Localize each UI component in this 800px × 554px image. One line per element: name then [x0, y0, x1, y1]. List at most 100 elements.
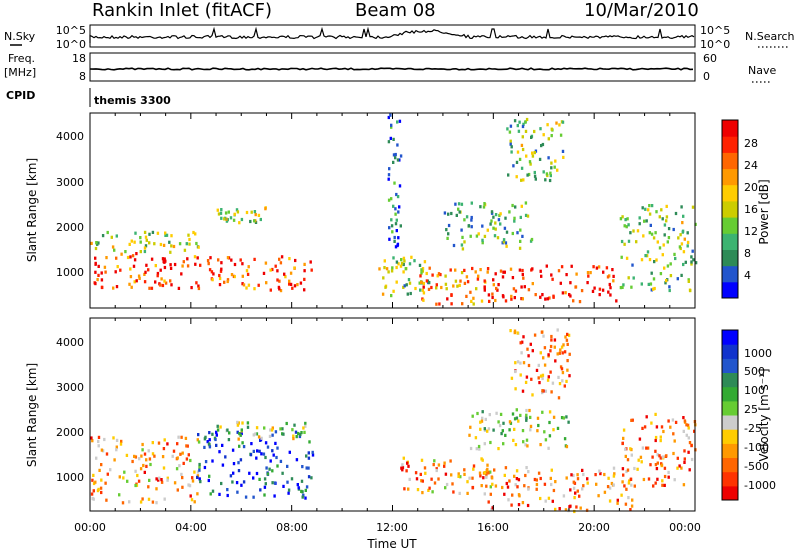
powerBar-swatch [722, 136, 738, 153]
velCells-cell [304, 421, 307, 425]
velCells-cell [663, 474, 667, 479]
velCells-cell [423, 466, 427, 470]
powerCells-cell [135, 252, 138, 256]
xtick-5: 20:00 [578, 521, 610, 534]
powerCells-cell [593, 286, 596, 290]
velCells-cell [179, 452, 182, 456]
velBar-swatch [722, 400, 738, 416]
powerCells-cell [246, 272, 250, 276]
powerCells-cell [247, 283, 251, 287]
velCells-cell [219, 425, 222, 429]
velCells-cell [530, 377, 533, 381]
powerCells-cell [115, 285, 119, 289]
powerCells-cell [689, 289, 692, 293]
velCells-cell [189, 494, 192, 498]
velCells-cell [229, 474, 233, 478]
velCells-cell [450, 473, 453, 477]
powerCells-cell [400, 258, 403, 262]
powerCells-cell [130, 239, 133, 243]
powerCells-cell [396, 195, 400, 199]
powerCells-cell [502, 270, 505, 274]
velCells-cell [525, 375, 529, 379]
powerCells-cell [288, 282, 291, 286]
nsky-curve [89, 26, 695, 43]
powerBar-swatch [722, 249, 738, 267]
velCells-cell [273, 481, 277, 485]
powerCells-cell [665, 204, 668, 208]
velCells-cell [153, 454, 156, 458]
powerCells-cell [428, 266, 431, 270]
velCells-cell [481, 416, 484, 420]
powerCells-cell [623, 242, 626, 246]
velCells-cell [549, 476, 552, 480]
powerCells-cell [674, 211, 678, 216]
powerCells-cell [299, 281, 303, 285]
velCells-cell [557, 375, 560, 379]
powerCells-cell [690, 262, 693, 266]
nsearch-label: N.Search [745, 30, 795, 43]
velCells-cell [690, 457, 694, 462]
powerCells-cell [691, 249, 694, 253]
powerCells-cell [395, 265, 398, 270]
powerCells-cell [94, 282, 97, 286]
powerCells-cell [649, 282, 653, 286]
velCells-cell [509, 329, 512, 333]
velCells-cell [449, 459, 452, 463]
velCells-cell [259, 488, 262, 492]
velCells-cell [197, 440, 201, 444]
powerCells-cell [407, 278, 411, 282]
velCells-cell [248, 471, 251, 475]
velCells-cell [641, 426, 644, 430]
velocity-heatmap [90, 328, 697, 514]
velCells-cell [581, 468, 584, 472]
velCells-cell [479, 427, 482, 431]
velCells-cell [269, 428, 272, 432]
powerCells-cell [494, 221, 497, 225]
powerCells-cell [250, 210, 253, 214]
powerCells-cell [627, 239, 631, 243]
powerCells-cell [531, 151, 534, 155]
powerCells-cell [394, 212, 397, 216]
velCells-cell [501, 485, 504, 490]
powerCells-cell [296, 283, 299, 287]
powerCells-cell [241, 262, 244, 266]
velCells-cell [562, 416, 565, 420]
velCells-cell [149, 462, 152, 467]
velCells-cell [198, 462, 201, 467]
powerCells-cell [636, 229, 640, 233]
powerCells-cell [516, 124, 519, 128]
velCells-cell [663, 466, 667, 470]
power-colorbar: 4 8 12 16 20 24 28 Power [dB] [721, 119, 771, 299]
powerCells-cell [194, 262, 197, 266]
powerCells-cell [659, 272, 663, 276]
powerCells-cell [162, 243, 166, 247]
velCells-cell [297, 486, 300, 490]
velCells-cell [492, 428, 495, 432]
freq-tick-bottom: 8 [79, 70, 86, 83]
velCells-cell [276, 464, 279, 468]
velCells-cell [176, 442, 179, 446]
powerCells-cell [217, 258, 220, 262]
powerCells-cell [469, 290, 472, 294]
velCells-cell [469, 446, 473, 451]
powerCells-cell [169, 279, 172, 283]
powerCells-cell [457, 202, 461, 206]
velCells-cell [177, 435, 180, 439]
velCells-cell [145, 458, 148, 462]
velCells-cell [525, 466, 528, 470]
velCells-cell [612, 483, 615, 487]
velCells-cell [443, 464, 446, 468]
powerCells-cell [546, 123, 549, 127]
powerCells-cell [530, 237, 534, 242]
powerCells-cell [463, 268, 466, 272]
powerCells-cell [390, 294, 393, 298]
powerCells-cell [289, 271, 293, 275]
velCells-cell [582, 484, 585, 488]
velCells-cell [661, 455, 665, 459]
powerCells-cell [178, 242, 182, 246]
velCells-cell [131, 459, 134, 464]
velCells-cell [162, 447, 166, 451]
velCells-cell [208, 445, 212, 449]
powerCells-cell [226, 278, 230, 282]
velCells-cell [567, 420, 570, 424]
